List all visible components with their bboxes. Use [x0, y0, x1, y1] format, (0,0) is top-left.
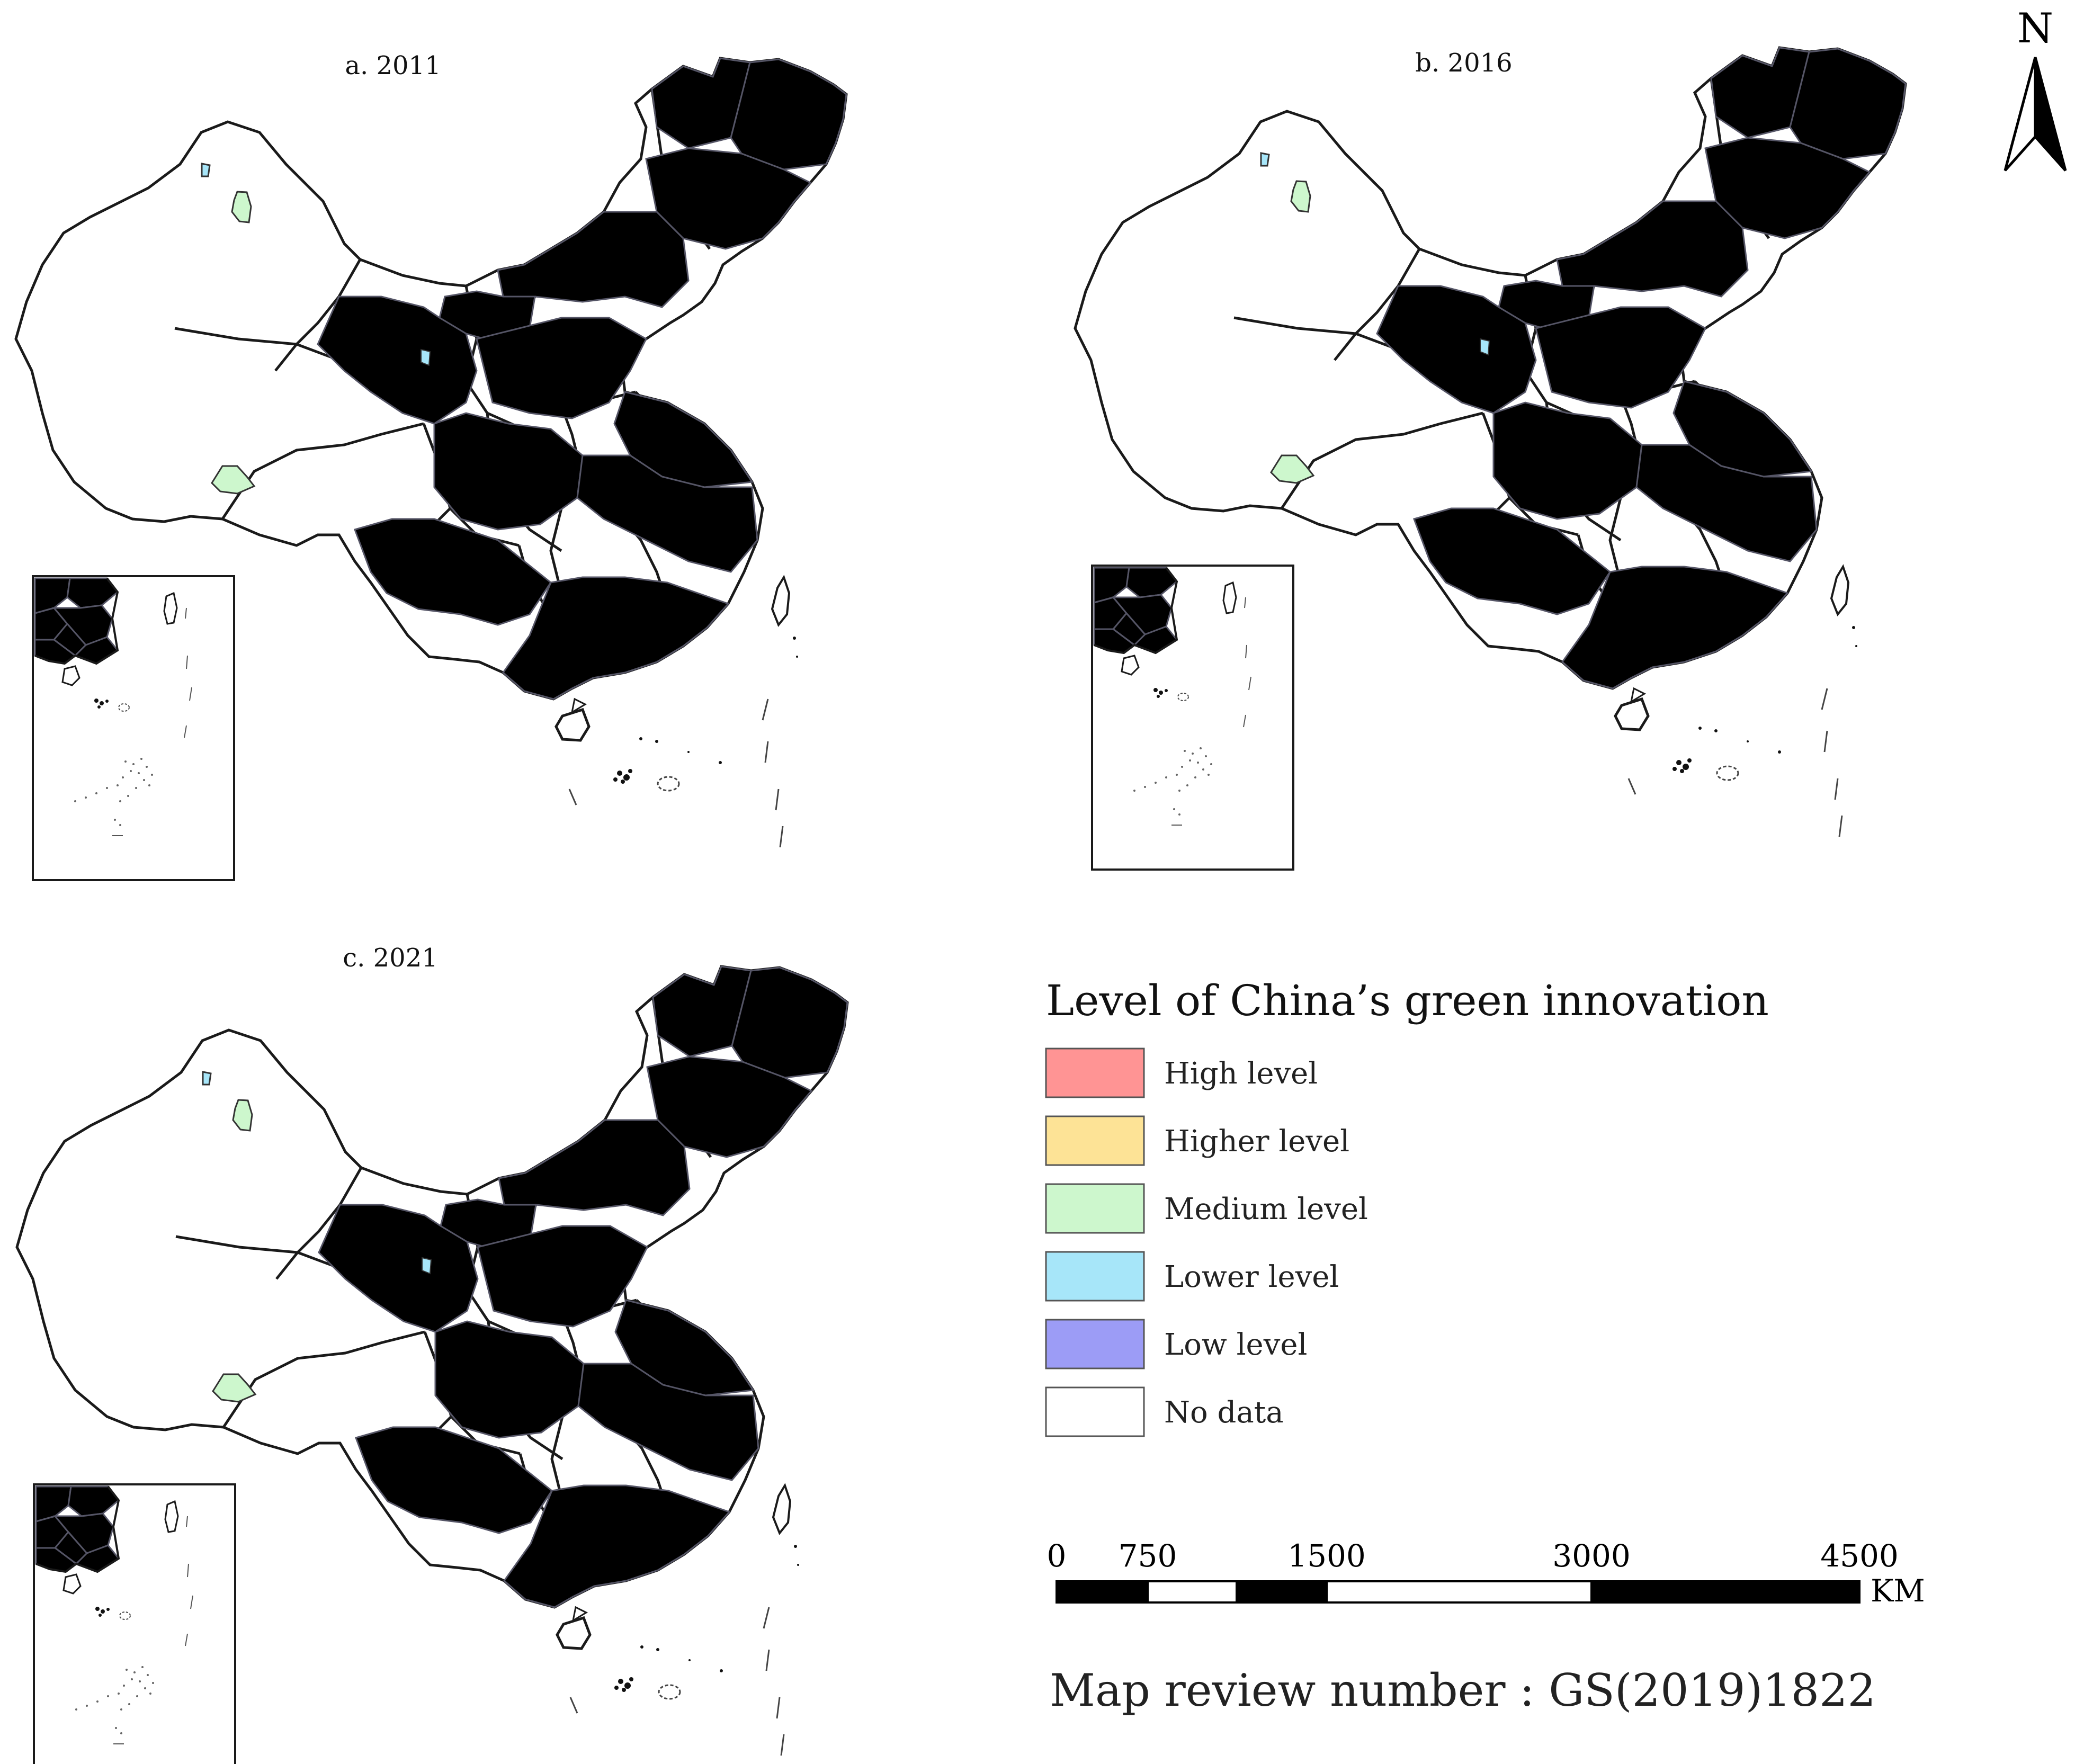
- scale-segment-1: [1056, 1580, 1149, 1604]
- north-label: N: [2017, 5, 2053, 52]
- legend-label-medium-level: Medium level: [1164, 1192, 1368, 1226]
- legend-swatch-medium-level: [1045, 1183, 1145, 1234]
- scale-segment-4: [1326, 1580, 1593, 1604]
- scale-tick-4500: 4500: [1820, 1538, 1899, 1574]
- scale-tick-750: 750: [1119, 1538, 1177, 1574]
- panel-label-2021: c. 2021: [343, 943, 438, 973]
- scale-segment-5: [1590, 1580, 1861, 1604]
- map-review-number: Map review number : GS(2019)1822: [1050, 1664, 1876, 1716]
- map-panel-2016: b. 2016: [1075, 48, 1906, 871]
- scale-tick-0: 0: [1047, 1538, 1067, 1574]
- legend-swatch-no-data: [1045, 1386, 1145, 1437]
- scale-bar: 0 750 1500 3000 4500 KM: [1047, 1538, 1925, 1609]
- legend: Level of China’s green innovation High l…: [1045, 976, 1769, 1437]
- scale-tick-1500: 1500: [1287, 1538, 1366, 1574]
- scale-tick-3000: 3000: [1552, 1538, 1631, 1574]
- legend-label-higher-level: Higher level: [1164, 1124, 1349, 1159]
- panel-label-2016: b. 2016: [1415, 48, 1512, 78]
- legend-swatch-low-level: [1045, 1319, 1145, 1369]
- map-panel-2021: c. 2021: [17, 943, 847, 1764]
- legend-label-no-data: No data: [1164, 1395, 1284, 1430]
- panel-label-2011: a. 2011: [345, 51, 441, 80]
- scale-unit: KM: [1871, 1573, 1925, 1609]
- legend-swatch-higher-level: [1045, 1115, 1145, 1166]
- legend-swatch-lower-level: [1045, 1251, 1145, 1302]
- north-arrow: N: [2003, 5, 2067, 172]
- legend-swatch-high-level: [1045, 1047, 1145, 1098]
- legend-label-lower-level: Lower level: [1164, 1260, 1339, 1294]
- scale-segment-2: [1147, 1580, 1238, 1604]
- legend-label-high-level: High level: [1164, 1056, 1318, 1091]
- scale-segment-3: [1236, 1580, 1328, 1604]
- north-arrow-icon: [2003, 57, 2067, 172]
- map-panel-2011: a. 2011: [16, 51, 846, 881]
- legend-label-low-level: Low level: [1164, 1328, 1307, 1362]
- legend-title: Level of China’s green innovation: [1046, 976, 1769, 1025]
